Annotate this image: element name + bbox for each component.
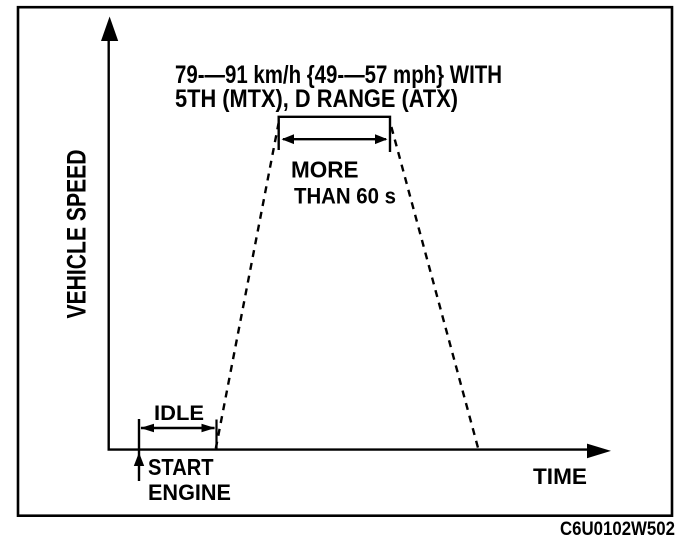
svg-text:IDLE: IDLE bbox=[154, 402, 204, 425]
svg-text:VEHICLE SPEED: VEHICLE SPEED bbox=[62, 150, 92, 319]
svg-text:MORE: MORE bbox=[291, 157, 359, 183]
svg-text:C6U0102W502: C6U0102W502 bbox=[560, 518, 675, 540]
svg-text:TIME: TIME bbox=[533, 464, 587, 489]
svg-text:79-—91 km/h {49-—57 mph} WITH: 79-—91 km/h {49-—57 mph} WITH bbox=[175, 61, 502, 89]
svg-text:START: START bbox=[148, 454, 214, 480]
svg-text:ENGINE: ENGINE bbox=[148, 480, 231, 505]
svg-text:THAN 60 s: THAN 60 s bbox=[294, 184, 396, 209]
svg-text:5TH (MTX), D RANGE (ATX): 5TH (MTX), D RANGE (ATX) bbox=[175, 85, 458, 113]
